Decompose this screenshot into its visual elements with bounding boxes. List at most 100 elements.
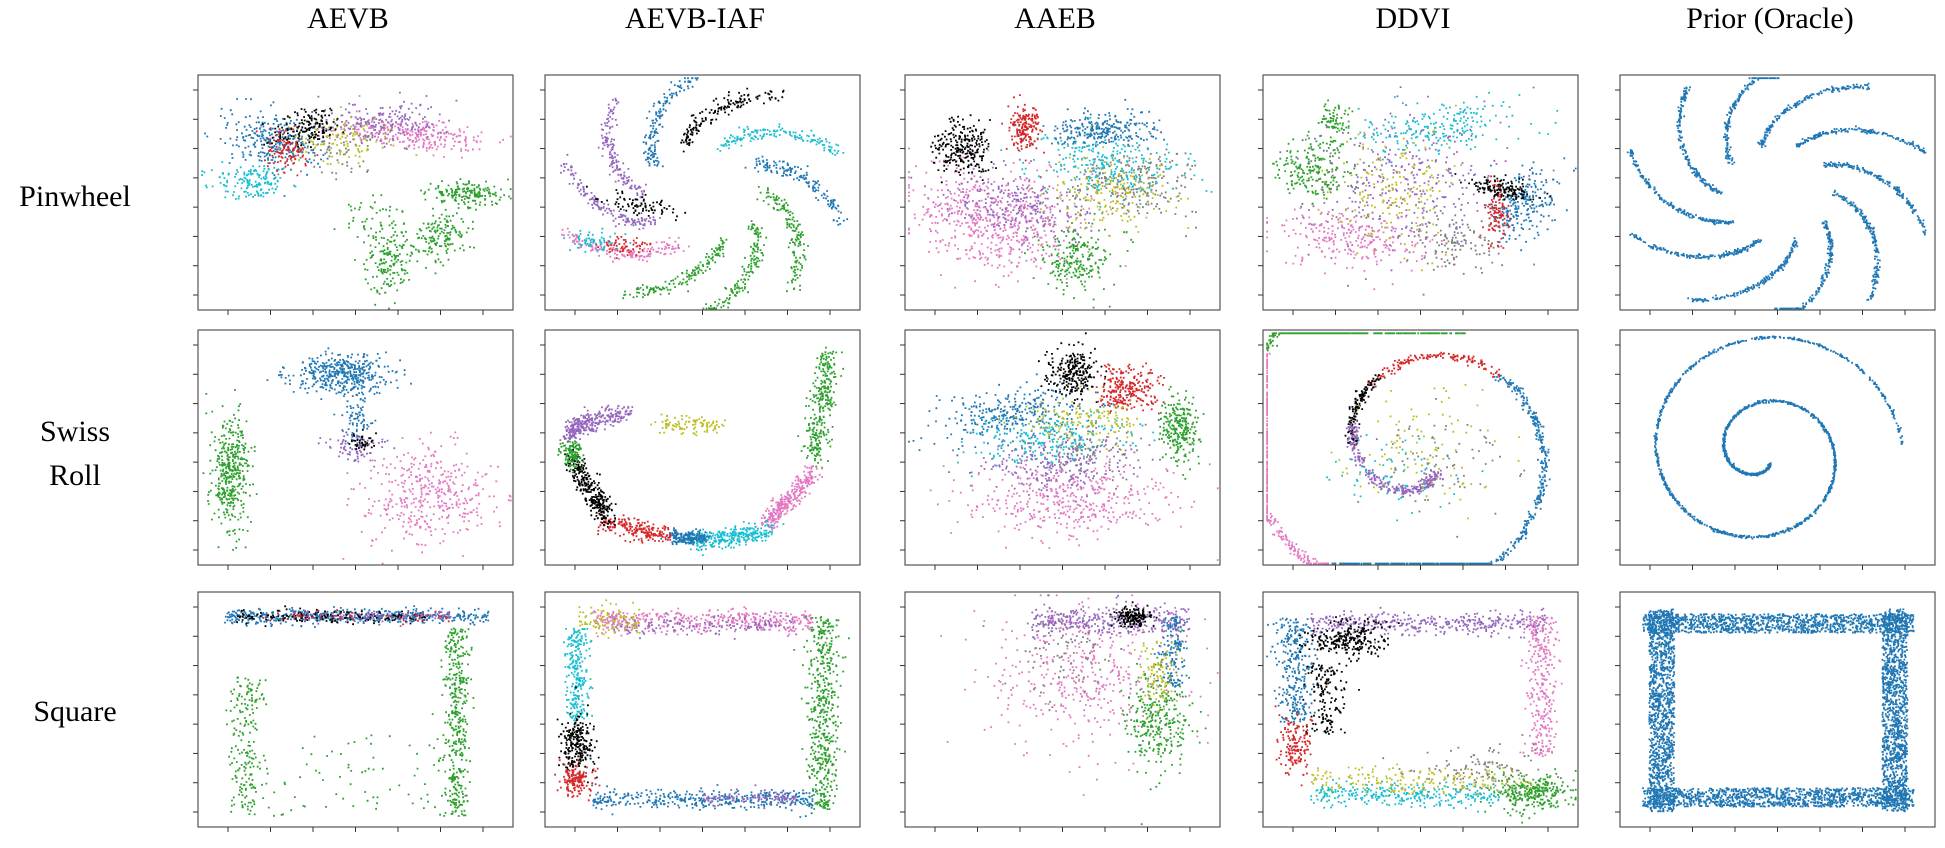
- spiral-segment: [755, 465, 823, 531]
- points: [557, 435, 585, 474]
- bottom-edge: [703, 784, 797, 810]
- pinwheel-arm: [1757, 82, 1870, 148]
- panel-1-3: [1258, 329, 1579, 570]
- points: [1356, 398, 1539, 538]
- blob-series: [1001, 94, 1045, 162]
- column-title-2: AAEB: [1014, 2, 1096, 35]
- points: [1479, 767, 1577, 824]
- points: [622, 237, 728, 300]
- blob-series: [287, 106, 418, 166]
- blob-series: [556, 686, 600, 784]
- blob-series: [929, 440, 1219, 561]
- spiral-segment: [687, 519, 785, 556]
- points: [1487, 157, 1577, 252]
- pinwheel-arm: [744, 155, 849, 226]
- pinwheel-arm: [597, 97, 647, 199]
- points: [1626, 149, 1735, 226]
- pinwheel-arm: [1795, 125, 1927, 154]
- spiral-segment: [557, 435, 585, 474]
- points: [1311, 755, 1533, 795]
- points: [204, 98, 330, 197]
- panel-frame: [1619, 329, 1936, 566]
- blob-series: [1029, 126, 1190, 237]
- row-title-line: Swiss: [39, 415, 111, 448]
- points: [1274, 705, 1314, 787]
- right-edge: [1153, 615, 1188, 688]
- points: [1723, 77, 1780, 165]
- bottom-edge: [1311, 755, 1533, 795]
- points: [1306, 99, 1361, 148]
- row-title-swiss-roll: Swiss Roll: [0, 410, 150, 498]
- blob-series: [1479, 175, 1512, 250]
- panel-0-4: [1615, 74, 1936, 315]
- blob-series: [930, 114, 997, 184]
- points: [716, 123, 845, 156]
- points: [420, 178, 512, 211]
- blob-series: [420, 178, 512, 211]
- blob-series: [255, 125, 319, 177]
- pinwheel-arm: [642, 77, 699, 168]
- panel-frame: [197, 591, 514, 828]
- spiral-segment: [797, 346, 845, 469]
- points: [793, 616, 850, 810]
- blob-series: [1158, 386, 1205, 480]
- points: [744, 155, 849, 226]
- blob-series: [563, 227, 632, 253]
- pinwheel-arm: [1687, 237, 1799, 303]
- points: [1629, 232, 1762, 260]
- spiral-segment: [559, 404, 634, 444]
- row-title-line: Roll: [49, 459, 101, 492]
- points: [1109, 601, 1158, 628]
- top-edge: [578, 599, 641, 639]
- points: [556, 686, 600, 784]
- panel-2-4: [1615, 591, 1936, 832]
- points: [202, 389, 258, 551]
- points: [755, 465, 823, 531]
- blob-series: [1038, 332, 1108, 407]
- points: [561, 227, 690, 263]
- blob-series: [354, 222, 417, 310]
- left-edge: [1302, 662, 1360, 735]
- panel-2-0: [193, 591, 514, 832]
- panel-0-1: [540, 74, 861, 315]
- blob-series: [1311, 104, 1463, 272]
- blob-series: [202, 389, 258, 551]
- pinwheel-arm: [1823, 161, 1927, 236]
- panel-1-1: [540, 329, 861, 570]
- top-edge: [592, 606, 814, 638]
- points: [687, 519, 785, 556]
- points: [1479, 175, 1512, 250]
- points: [1158, 386, 1205, 480]
- blob-series: [1266, 189, 1456, 291]
- right-edge: [793, 616, 850, 810]
- blob-series: [1274, 705, 1314, 787]
- points: [563, 227, 632, 253]
- spiral-segment: [1345, 419, 1444, 497]
- column-title-1: AEVB-IAF: [625, 2, 765, 35]
- right-edge: [431, 627, 475, 817]
- points: [292, 610, 452, 627]
- points: [1519, 615, 1563, 758]
- points: [1310, 606, 1546, 644]
- points: [650, 413, 726, 437]
- points: [1000, 117, 1213, 208]
- points: [1795, 125, 1927, 154]
- blob-series: [554, 759, 601, 802]
- pinwheel-arm: [1629, 232, 1762, 260]
- points: [1031, 594, 1191, 643]
- points: [998, 385, 1138, 451]
- pinwheel-arm: [622, 237, 728, 300]
- spiral-segment: [564, 448, 617, 528]
- pinwheel-arm: [561, 227, 690, 263]
- pinwheel-arm: [1774, 220, 1834, 310]
- left-edge: [563, 627, 594, 722]
- points: [255, 125, 319, 177]
- column-title-0: AEVB: [307, 2, 389, 35]
- panel-frame: [1262, 329, 1579, 566]
- blob-series: [1299, 616, 1400, 663]
- points: [554, 759, 601, 802]
- blob-series: [1487, 157, 1577, 252]
- column-title-3: DDVI: [1375, 2, 1451, 35]
- points: [1266, 617, 1327, 723]
